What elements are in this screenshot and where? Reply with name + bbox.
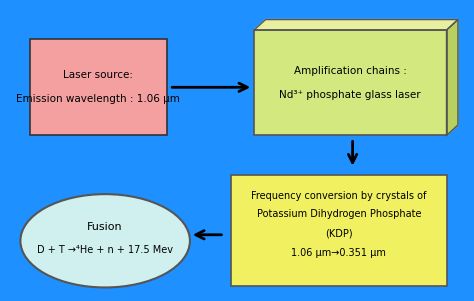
- Text: D + T →⁴He + n + 17.5 Mev: D + T →⁴He + n + 17.5 Mev: [37, 245, 173, 255]
- FancyBboxPatch shape: [254, 30, 447, 135]
- Text: Emission wavelength : 1.06 μm: Emission wavelength : 1.06 μm: [16, 94, 180, 104]
- Text: (KDP): (KDP): [325, 228, 353, 238]
- FancyBboxPatch shape: [29, 39, 167, 135]
- Text: Potassium Dihydrogen Phosphate: Potassium Dihydrogen Phosphate: [256, 209, 421, 219]
- Text: 1.06 μm→0.351 μm: 1.06 μm→0.351 μm: [292, 248, 386, 258]
- FancyBboxPatch shape: [231, 175, 447, 286]
- Polygon shape: [447, 20, 458, 135]
- Polygon shape: [254, 20, 458, 30]
- Text: Laser source:: Laser source:: [64, 70, 133, 80]
- Ellipse shape: [20, 194, 190, 287]
- Text: Amplification chains :: Amplification chains :: [294, 66, 407, 76]
- Text: Nd³⁺ phosphate glass laser: Nd³⁺ phosphate glass laser: [280, 90, 421, 100]
- Text: Frequency conversion by crystals of: Frequency conversion by crystals of: [251, 191, 427, 201]
- Text: Fusion: Fusion: [87, 222, 123, 232]
